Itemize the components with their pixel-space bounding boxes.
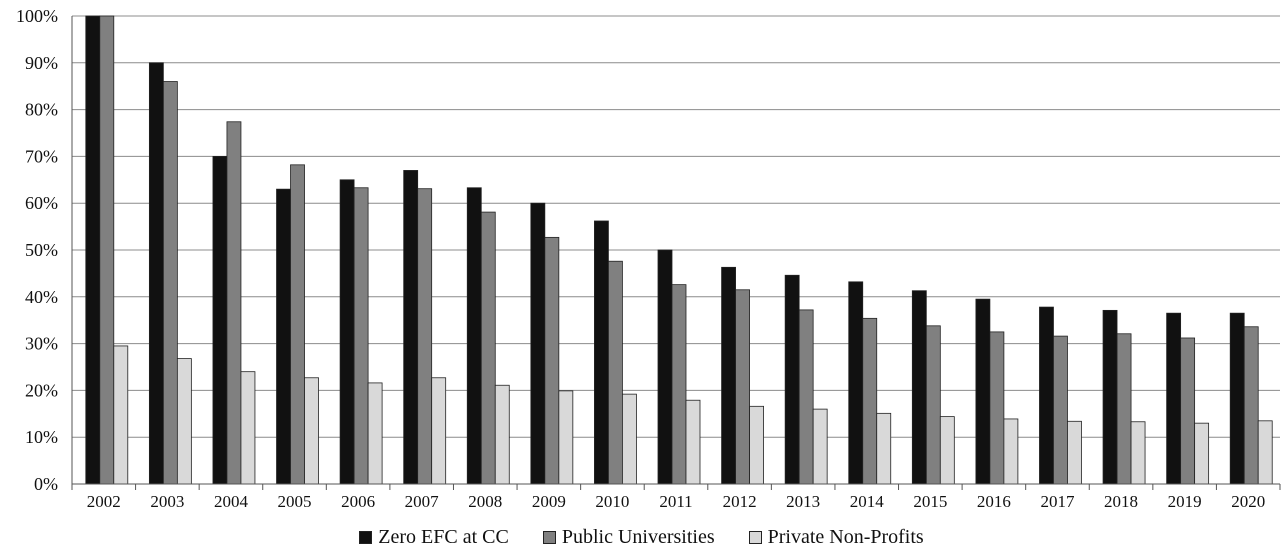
bar-zero-efc-at-cc-2014 — [849, 282, 863, 484]
x-tick-label: 2020 — [1231, 492, 1265, 511]
bar-zero-efc-at-cc-2003 — [149, 63, 163, 484]
bar-private-non-profits-2002 — [114, 346, 128, 484]
bar-private-non-profits-2015 — [940, 417, 954, 484]
bar-private-non-profits-2008 — [495, 385, 509, 484]
x-tick-label: 2008 — [468, 492, 502, 511]
bar-public-universities-2007 — [418, 189, 432, 484]
bar-private-non-profits-2006 — [368, 383, 382, 484]
y-tick-label: 20% — [25, 380, 58, 400]
bar-zero-efc-at-cc-2010 — [594, 221, 608, 484]
bar-zero-efc-at-cc-2006 — [340, 180, 354, 484]
bar-zero-efc-at-cc-2002 — [86, 16, 100, 484]
x-tick-label: 2011 — [659, 492, 692, 511]
x-tick-label: 2004 — [214, 492, 249, 511]
bar-public-universities-2011 — [672, 285, 686, 484]
bar-zero-efc-at-cc-2018 — [1103, 310, 1117, 484]
legend-swatch-private — [749, 531, 762, 544]
bar-private-non-profits-2004 — [241, 372, 255, 484]
y-tick-label: 0% — [34, 474, 58, 494]
bar-public-universities-2014 — [863, 318, 877, 484]
x-tick-label: 2018 — [1104, 492, 1138, 511]
bar-private-non-profits-2009 — [559, 391, 573, 484]
y-tick-label: 80% — [25, 100, 58, 120]
bar-private-non-profits-2013 — [813, 409, 827, 484]
bar-private-non-profits-2007 — [432, 378, 446, 484]
x-tick-label: 2006 — [341, 492, 375, 511]
legend-swatch-zero-efc — [359, 531, 372, 544]
x-tick-label: 2005 — [278, 492, 312, 511]
bar-zero-efc-at-cc-2013 — [785, 275, 799, 484]
y-tick-label: 10% — [25, 427, 58, 447]
bar-public-universities-2018 — [1117, 334, 1131, 484]
bar-private-non-profits-2003 — [177, 359, 191, 484]
x-tick-label: 2013 — [786, 492, 820, 511]
bar-private-non-profits-2020 — [1258, 421, 1272, 484]
bar-public-universities-2012 — [736, 290, 750, 484]
bar-public-universities-2015 — [926, 326, 940, 484]
bar-private-non-profits-2018 — [1131, 422, 1145, 484]
bar-private-non-profits-2017 — [1067, 421, 1081, 484]
bar-public-universities-2016 — [990, 332, 1004, 484]
legend-item-private: Private Non-Profits — [749, 526, 924, 549]
bar-private-non-profits-2019 — [1195, 423, 1209, 484]
legend-label-public: Public Universities — [562, 526, 715, 549]
bar-zero-efc-at-cc-2008 — [467, 188, 481, 484]
legend-item-public: Public Universities — [543, 526, 715, 549]
bar-zero-efc-at-cc-2020 — [1230, 313, 1244, 484]
bar-public-universities-2013 — [799, 310, 813, 484]
x-tick-label: 2003 — [150, 492, 184, 511]
legend: Zero EFC at CC Public Universities Priva… — [0, 526, 1283, 549]
bar-zero-efc-at-cc-2017 — [1039, 307, 1053, 484]
y-tick-label: 40% — [25, 287, 58, 307]
bar-public-universities-2005 — [291, 165, 305, 484]
bar-private-non-profits-2016 — [1004, 419, 1018, 484]
x-tick-label: 2016 — [977, 492, 1011, 511]
legend-swatch-public — [543, 531, 556, 544]
y-tick-label: 60% — [25, 193, 58, 213]
bar-public-universities-2003 — [163, 82, 177, 484]
bar-zero-efc-at-cc-2019 — [1167, 313, 1181, 484]
bar-public-universities-2010 — [608, 261, 622, 484]
bar-private-non-profits-2014 — [877, 413, 891, 484]
x-tick-label: 2012 — [723, 492, 757, 511]
x-tick-label: 2019 — [1168, 492, 1202, 511]
bar-zero-efc-at-cc-2016 — [976, 299, 990, 484]
bar-public-universities-2017 — [1053, 336, 1067, 484]
bar-zero-efc-at-cc-2012 — [722, 267, 736, 484]
bar-public-universities-2009 — [545, 237, 559, 484]
legend-item-zero-efc: Zero EFC at CC — [359, 526, 509, 549]
bar-zero-efc-at-cc-2007 — [404, 170, 418, 484]
x-tick-label: 2007 — [405, 492, 440, 511]
bar-private-non-profits-2005 — [305, 378, 319, 484]
bar-private-non-profits-2010 — [622, 394, 636, 484]
bar-public-universities-2008 — [481, 212, 495, 484]
x-tick-label: 2002 — [87, 492, 121, 511]
bar-zero-efc-at-cc-2005 — [277, 189, 291, 484]
bar-public-universities-2004 — [227, 122, 241, 484]
bar-zero-efc-at-cc-2011 — [658, 250, 672, 484]
x-tick-label: 2015 — [913, 492, 947, 511]
bar-private-non-profits-2011 — [686, 400, 700, 484]
legend-label-private: Private Non-Profits — [768, 526, 924, 549]
x-tick-label: 2014 — [850, 492, 885, 511]
y-tick-label: 30% — [25, 334, 58, 354]
bar-zero-efc-at-cc-2009 — [531, 203, 545, 484]
x-tick-label: 2010 — [595, 492, 629, 511]
bar-private-non-profits-2012 — [750, 406, 764, 484]
bar-public-universities-2020 — [1244, 327, 1258, 484]
legend-label-zero-efc: Zero EFC at CC — [378, 526, 509, 549]
x-tick-label: 2009 — [532, 492, 566, 511]
bar-zero-efc-at-cc-2004 — [213, 156, 227, 484]
bar-public-universities-2019 — [1181, 338, 1195, 484]
y-tick-label: 100% — [16, 6, 58, 26]
y-tick-label: 90% — [25, 53, 58, 73]
y-tick-label: 70% — [25, 146, 58, 166]
bar-public-universities-2006 — [354, 188, 368, 484]
x-tick-label: 2017 — [1040, 492, 1075, 511]
bar-zero-efc-at-cc-2015 — [912, 291, 926, 484]
bar-public-universities-2002 — [100, 16, 114, 484]
y-tick-label: 50% — [25, 240, 58, 260]
